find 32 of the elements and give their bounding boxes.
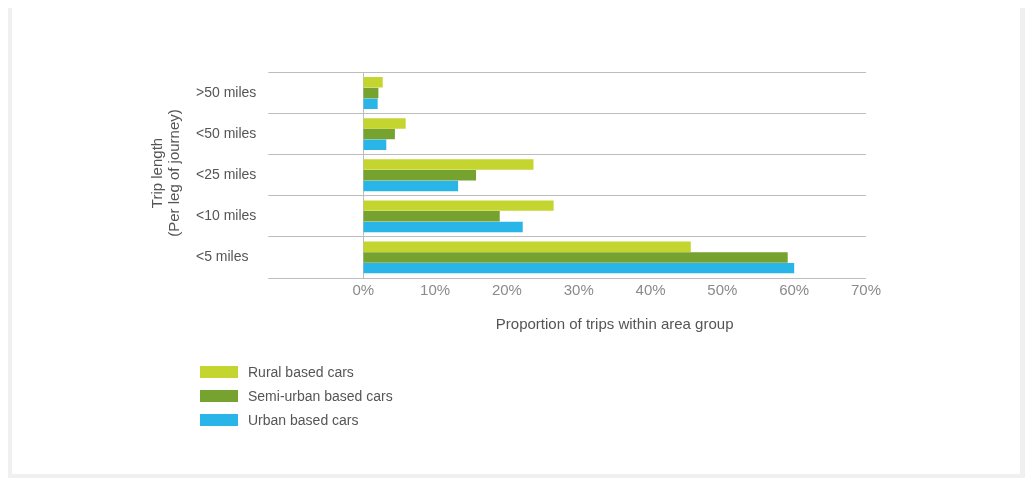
x-tick-label: 50% (707, 281, 738, 299)
bar (363, 262, 795, 274)
y-tick-label: <5 miles (196, 248, 249, 265)
x-tick-label: 0% (352, 281, 375, 299)
legend-label: Rural based cars (248, 364, 354, 380)
bar (363, 211, 500, 222)
y-tick-label: <50 miles (196, 124, 257, 141)
y-tick-label: <10 miles (196, 207, 257, 224)
legend-label: Urban based cars (248, 412, 359, 428)
y-tick-label: >50 miles (196, 83, 257, 100)
x-tick-label: 30% (563, 281, 594, 299)
bar (363, 98, 378, 109)
x-tick-label: 20% (491, 281, 522, 299)
bar (363, 77, 383, 88)
bar (363, 118, 406, 129)
x-tick-label: 70% (850, 281, 882, 299)
bar (363, 128, 395, 140)
x-tick-label: 40% (635, 281, 666, 299)
y-tick-label: <25 miles (196, 166, 257, 183)
bar (363, 180, 459, 192)
y-axis-title: Trip length (Per leg of journey) (148, 109, 182, 237)
bar (363, 139, 387, 151)
x-tick-label: 10% (420, 281, 451, 299)
x-tick-label: 60% (779, 281, 810, 299)
bar (363, 241, 691, 252)
bar (363, 169, 477, 181)
bar (363, 200, 554, 211)
bar (363, 221, 523, 233)
bar (363, 159, 534, 170)
bar (363, 252, 788, 263)
x-axis-title: Proportion of trips within area group (495, 315, 734, 333)
legend-label: Semi-urban based cars (248, 388, 393, 404)
